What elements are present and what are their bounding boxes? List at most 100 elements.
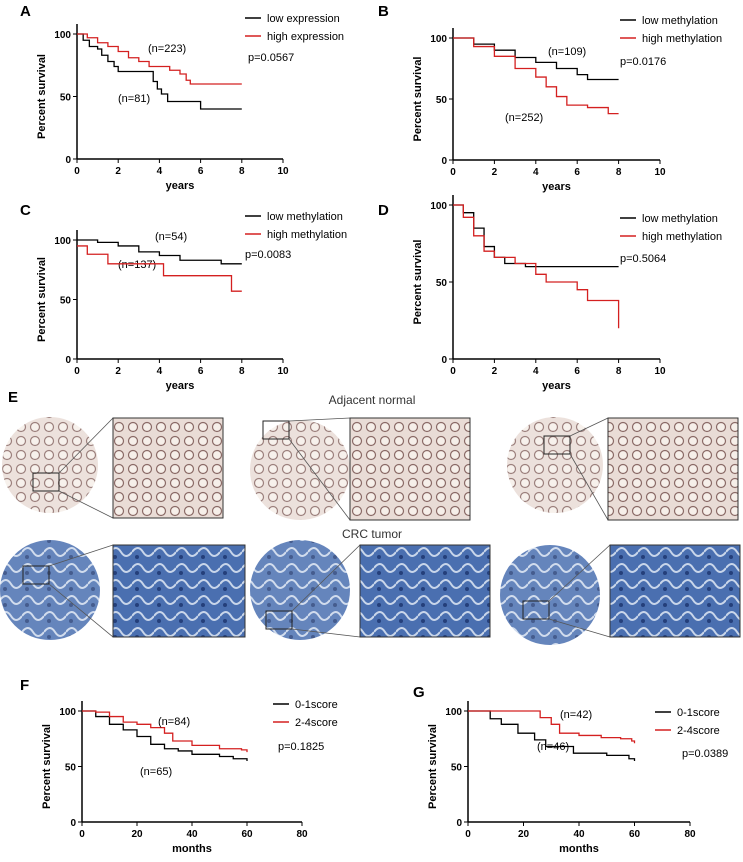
tissue-core-image	[250, 540, 350, 640]
zoom-connector-line	[569, 453, 609, 521]
y-tick-label: 100	[430, 34, 447, 45]
zoom-connector-line	[58, 417, 114, 474]
n-label: (n=109)	[548, 46, 586, 58]
magnified-region-marker	[32, 472, 60, 492]
x-axis-label: months	[172, 843, 212, 855]
p-value: p=0.0176	[620, 56, 666, 68]
magnified-region-marker	[543, 435, 571, 455]
x-tick-label: 0	[79, 829, 85, 840]
legend-label: low methylation	[642, 213, 718, 225]
n-label: (n=223)	[148, 43, 186, 55]
panel-label: G	[413, 684, 425, 701]
zoom-connector-line	[291, 544, 361, 612]
y-axis-label: Percent survival	[36, 54, 48, 139]
legend-label: 2-4score	[677, 725, 720, 737]
y-tick-label: 0	[65, 355, 71, 366]
x-tick-label: 4	[157, 366, 163, 377]
y-tick-label: 0	[441, 156, 447, 167]
panel-label: A	[20, 3, 31, 20]
x-tick-label: 4	[157, 166, 163, 177]
y-tick-label: 50	[65, 763, 77, 774]
p-value: p=0.0083	[245, 249, 291, 261]
panel-label: D	[378, 202, 389, 219]
x-tick-label: 4	[533, 167, 539, 178]
survival-curve-high	[77, 33, 242, 85]
n-label: (n=46)	[537, 741, 569, 753]
tissue-core-image	[250, 420, 350, 520]
magnified-region-marker	[522, 600, 550, 620]
x-tick-label: 0	[74, 166, 80, 177]
p-value: p=0.0567	[248, 52, 294, 64]
p-value: p=0.0389	[682, 748, 728, 760]
panel-label-e: E	[8, 389, 18, 406]
survival-curve-high	[453, 204, 620, 329]
n-label: (n=81)	[118, 93, 150, 105]
y-tick-label: 100	[430, 201, 447, 212]
n-label: (n=54)	[155, 231, 187, 243]
legend-label: 0-1score	[677, 707, 720, 719]
survival-curve-low	[468, 710, 636, 761]
x-tick-label: 2	[492, 167, 498, 178]
magnified-tissue-image	[359, 544, 491, 638]
magnified-tissue-image	[112, 417, 224, 519]
x-tick-label: 6	[574, 366, 580, 377]
legend-label: low methylation	[267, 211, 343, 223]
survival-curve-low	[77, 33, 242, 110]
x-axis-label: years	[166, 380, 195, 392]
zoom-connector-line	[548, 618, 611, 638]
zoom-connector-line	[288, 417, 351, 422]
tissue-core-image	[507, 417, 603, 513]
n-label: (n=252)	[505, 112, 543, 124]
x-tick-label: 8	[239, 366, 245, 377]
legend-label: high methylation	[267, 229, 347, 241]
x-axis-label: years	[166, 180, 195, 192]
x-tick-label: 0	[74, 366, 80, 377]
y-tick-label: 50	[60, 296, 72, 307]
y-tick-label: 50	[436, 95, 448, 106]
x-tick-label: 2	[115, 166, 121, 177]
magnified-region-marker	[22, 565, 50, 585]
zoom-connector-line	[48, 544, 114, 567]
km-chart-g: G 0 20 40 60 80 0 50 100 months Percent survival 0-…	[413, 684, 728, 855]
x-tick-label: 20	[518, 829, 530, 840]
n-label: (n=84)	[158, 716, 190, 728]
x-tick-label: 6	[198, 366, 204, 377]
x-tick-label: 10	[277, 366, 289, 377]
row-title-adjacent-normal: Adjacent normal	[329, 393, 416, 407]
survival-curve-high	[82, 710, 248, 753]
x-tick-label: 8	[239, 166, 245, 177]
x-tick-label: 60	[629, 829, 641, 840]
y-tick-label: 0	[70, 818, 76, 829]
x-tick-label: 0	[450, 366, 456, 377]
x-tick-label: 10	[654, 366, 666, 377]
y-axis-label: Percent survival	[36, 257, 48, 342]
x-tick-label: 10	[654, 167, 666, 178]
x-tick-label: 80	[684, 829, 696, 840]
zoom-connector-line	[58, 490, 114, 519]
p-value: p=0.1825	[278, 741, 324, 753]
zoom-connector-line	[569, 417, 609, 437]
x-tick-label: 2	[115, 366, 121, 377]
km-chart-f: F 0 20 40 60 80 0 50 100 months Percent survival 0-…	[20, 677, 338, 855]
x-tick-label: 0	[465, 829, 471, 840]
x-tick-label: 40	[186, 829, 198, 840]
x-tick-label: 20	[131, 829, 143, 840]
magnified-tissue-image	[609, 544, 741, 638]
row-title-crc-tumor: CRC tumor	[342, 527, 402, 541]
x-tick-label: 8	[616, 366, 622, 377]
legend-label: low methylation	[642, 15, 718, 27]
survival-curve-high	[77, 245, 242, 292]
survival-curve-high	[468, 710, 636, 744]
zoom-connector-line	[291, 628, 361, 638]
x-axis-label: years	[542, 380, 571, 392]
legend-label: 0-1score	[295, 699, 338, 711]
y-tick-label: 50	[451, 763, 463, 774]
y-tick-label: 100	[59, 707, 76, 718]
magnified-tissue-image	[349, 417, 471, 521]
legend-label: low expression	[267, 13, 340, 25]
y-axis-label: Percent survival	[41, 724, 53, 809]
panel-label: C	[20, 202, 31, 219]
x-tick-label: 40	[573, 829, 585, 840]
